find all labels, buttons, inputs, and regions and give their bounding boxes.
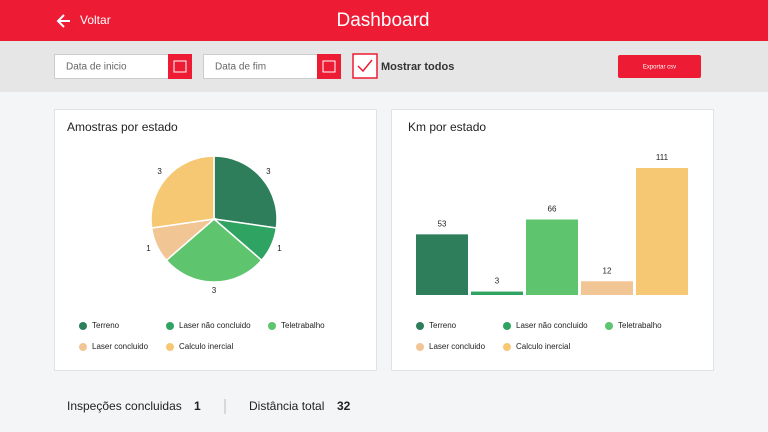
end-date[interactable]: Data de fim (203, 54, 342, 79)
legend-label: Calculo inercial (179, 342, 233, 351)
legend-swatch (416, 343, 424, 351)
legend-swatch (166, 343, 174, 351)
summary-value: 1 (194, 399, 201, 413)
legend-label: Laser não concluido (516, 321, 588, 330)
placeholder: Data de inicio (66, 62, 127, 73)
button-label: Exportar csv (643, 65, 676, 71)
legend-swatch (79, 322, 87, 330)
bar-value: 3 (495, 277, 500, 286)
bar (416, 234, 468, 295)
calendar-button (168, 54, 192, 79)
summary-value: 32 (337, 399, 351, 413)
chart-title: Km por estado (408, 120, 486, 134)
legend-swatch (166, 322, 174, 330)
back-label: Voltar (80, 13, 111, 27)
legend-label: Terreno (429, 321, 457, 330)
back-arrow (56, 14, 70, 28)
legend-label: Terreno (92, 321, 120, 330)
page-title: Dashboard (337, 10, 430, 31)
calendar-icon (173, 60, 187, 73)
summary-label: Distância total (249, 399, 324, 413)
bar (581, 281, 633, 295)
legend-label: Laser concluido (92, 342, 149, 351)
legend-swatch (79, 343, 87, 351)
bar (526, 219, 578, 295)
legend-swatch (503, 322, 511, 330)
summary-label: Inspeções concluidas (67, 399, 182, 413)
checkbox (352, 53, 378, 79)
show-all[interactable]: Mostrar todos (352, 53, 454, 79)
slice-label: 1 (146, 244, 151, 253)
legend-swatch (605, 322, 613, 330)
pie-slice (213, 155, 278, 229)
header (0, 0, 768, 41)
bar-value: 12 (603, 266, 612, 275)
bar-value: 66 (548, 205, 557, 214)
chart-title: Amostras por estado (67, 120, 178, 134)
legend-label: Calculo inercial (516, 342, 570, 351)
checkbox-label: Mostrar todos (381, 61, 454, 73)
calendar-button (317, 54, 341, 79)
legend-label: Teletrabalho (281, 321, 325, 330)
bar (636, 168, 688, 295)
pie-slice (165, 218, 263, 283)
bar (471, 291, 523, 295)
pie-slice (150, 155, 215, 229)
back-button[interactable]: Voltar (56, 13, 111, 28)
legend-swatch (503, 343, 511, 351)
button (618, 55, 701, 78)
legend-swatch (268, 322, 276, 330)
start-date[interactable]: Data de inicio (54, 54, 193, 79)
slice-label: 3 (212, 286, 217, 295)
export-button[interactable]: Exportar csv (618, 55, 701, 78)
legend-swatch (416, 322, 424, 330)
bar-value: 53 (438, 219, 447, 228)
placeholder: Data de fim (215, 62, 266, 73)
slice-label: 3 (266, 167, 271, 176)
slice-label: 1 (277, 244, 282, 253)
bar-value: 111 (656, 153, 669, 162)
legend-label: Laser concluido (429, 342, 486, 351)
legend-label: Teletrabalho (618, 321, 662, 330)
calendar-icon (322, 60, 336, 73)
check (357, 59, 373, 73)
slice-label: 3 (157, 167, 162, 176)
legend-label: Laser não concluido (179, 321, 251, 330)
